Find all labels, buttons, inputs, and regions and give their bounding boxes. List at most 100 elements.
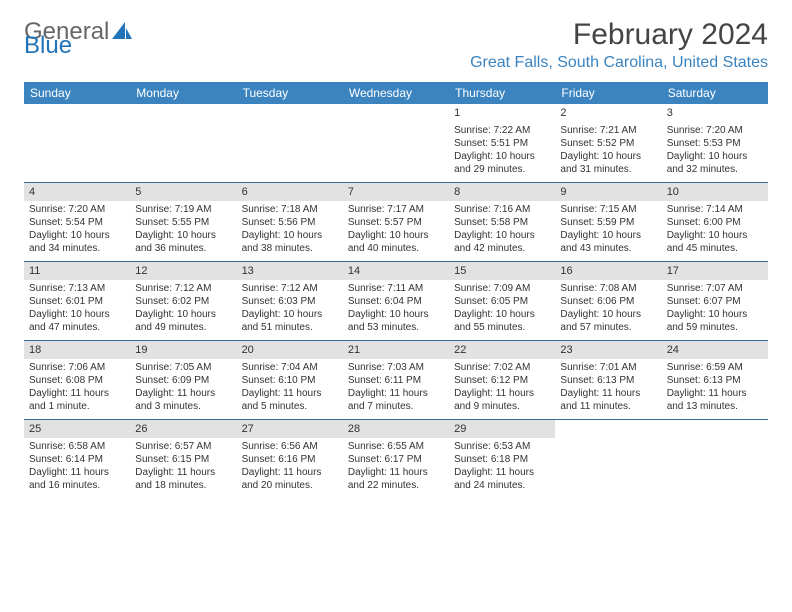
calendar-cell: 1Sunrise: 7:22 AMSunset: 5:51 PMDaylight… xyxy=(449,104,555,182)
day-number: 21 xyxy=(343,341,449,359)
sunrise-text: Sunrise: 7:12 AM xyxy=(135,282,231,295)
daylight-text: Daylight: 11 hours and 13 minutes. xyxy=(667,387,763,413)
day-number: 1 xyxy=(449,104,555,122)
sunset-text: Sunset: 6:13 PM xyxy=(560,374,656,387)
daylight-text: Daylight: 11 hours and 7 minutes. xyxy=(348,387,444,413)
daylight-text: Daylight: 10 hours and 43 minutes. xyxy=(560,229,656,255)
daylight-text: Daylight: 11 hours and 24 minutes. xyxy=(454,466,550,492)
daylight-text: Daylight: 11 hours and 22 minutes. xyxy=(348,466,444,492)
calendar-cell: 20Sunrise: 7:04 AMSunset: 6:10 PMDayligh… xyxy=(237,341,343,419)
calendar-cell-empty xyxy=(662,420,768,498)
day-number: 26 xyxy=(130,420,236,438)
day-number: 9 xyxy=(555,183,661,201)
day-header: Thursday xyxy=(449,82,555,104)
sunrise-text: Sunrise: 7:04 AM xyxy=(242,361,338,374)
sunset-text: Sunset: 6:13 PM xyxy=(667,374,763,387)
calendar-cell: 7Sunrise: 7:17 AMSunset: 5:57 PMDaylight… xyxy=(343,183,449,261)
calendar-cell: 19Sunrise: 7:05 AMSunset: 6:09 PMDayligh… xyxy=(130,341,236,419)
day-number: 8 xyxy=(449,183,555,201)
sunset-text: Sunset: 6:07 PM xyxy=(667,295,763,308)
calendar-cell-empty xyxy=(237,104,343,182)
sunrise-text: Sunrise: 6:56 AM xyxy=(242,440,338,453)
calendar-cell: 3Sunrise: 7:20 AMSunset: 5:53 PMDaylight… xyxy=(662,104,768,182)
sunrise-text: Sunrise: 7:11 AM xyxy=(348,282,444,295)
sunset-text: Sunset: 6:11 PM xyxy=(348,374,444,387)
sunset-text: Sunset: 6:01 PM xyxy=(29,295,125,308)
day-number: 13 xyxy=(237,262,343,280)
daylight-text: Daylight: 10 hours and 34 minutes. xyxy=(29,229,125,255)
calendar-cell: 4Sunrise: 7:20 AMSunset: 5:54 PMDaylight… xyxy=(24,183,130,261)
sunrise-text: Sunrise: 7:12 AM xyxy=(242,282,338,295)
daylight-text: Daylight: 10 hours and 47 minutes. xyxy=(29,308,125,334)
day-header: Monday xyxy=(130,82,236,104)
sunset-text: Sunset: 6:04 PM xyxy=(348,295,444,308)
sunset-text: Sunset: 6:17 PM xyxy=(348,453,444,466)
calendar-cell: 14Sunrise: 7:11 AMSunset: 6:04 PMDayligh… xyxy=(343,262,449,340)
sunset-text: Sunset: 5:52 PM xyxy=(560,137,656,150)
calendar-week-row: 1Sunrise: 7:22 AMSunset: 5:51 PMDaylight… xyxy=(24,104,768,183)
calendar-cell: 13 Sunrise: 7:12 AMSunset: 6:03 PMDayligh… xyxy=(237,262,343,340)
day-header: Wednesday xyxy=(343,82,449,104)
calendar-cell: 9 Sunrise: 7:15 AMSunset: 5:59 PMDaylight… xyxy=(555,183,661,261)
calendar-cell: 21Sunrise: 7:03 AMSunset: 6:11 PMDayligh… xyxy=(343,341,449,419)
daylight-text: Daylight: 11 hours and 18 minutes. xyxy=(135,466,231,492)
calendar-header-row: SundayMondayTuesdayWednesdayThursdayFrid… xyxy=(24,82,768,104)
sunset-text: Sunset: 5:56 PM xyxy=(242,216,338,229)
daylight-text: Daylight: 10 hours and 57 minutes. xyxy=(560,308,656,334)
sunset-text: Sunset: 5:51 PM xyxy=(454,137,550,150)
calendar-cell: 6Sunrise: 7:18 AMSunset: 5:56 PMDaylight… xyxy=(237,183,343,261)
day-number: 25 xyxy=(24,420,130,438)
daylight-text: Daylight: 10 hours and 29 minutes. xyxy=(454,150,550,176)
daylight-text: Daylight: 11 hours and 20 minutes. xyxy=(242,466,338,492)
sunrise-text: Sunrise: 7:01 AM xyxy=(560,361,656,374)
calendar-cell: 29Sunrise: 6:53 AMSunset: 6:18 PMDayligh… xyxy=(449,420,555,498)
calendar-cell-empty xyxy=(24,104,130,182)
daylight-text: Daylight: 10 hours and 51 minutes. xyxy=(242,308,338,334)
sunset-text: Sunset: 6:14 PM xyxy=(29,453,125,466)
daylight-text: Daylight: 10 hours and 31 minutes. xyxy=(560,150,656,176)
day-number: 27 xyxy=(237,420,343,438)
day-header: Sunday xyxy=(24,82,130,104)
sunset-text: Sunset: 5:58 PM xyxy=(454,216,550,229)
sunrise-text: Sunrise: 7:21 AM xyxy=(560,124,656,137)
sunrise-text: Sunrise: 7:16 AM xyxy=(454,203,550,216)
sunset-text: Sunset: 6:18 PM xyxy=(454,453,550,466)
calendar-cell: 24 Sunrise: 6:59 AMSunset: 6:13 PMDayligh… xyxy=(662,341,768,419)
calendar-week-row: 18Sunrise: 7:06 AMSunset: 6:08 PMDayligh… xyxy=(24,341,768,420)
sunset-text: Sunset: 6:09 PM xyxy=(135,374,231,387)
sunrise-text: Sunrise: 7:19 AM xyxy=(135,203,231,216)
calendar-cell: 18Sunrise: 7:06 AMSunset: 6:08 PMDayligh… xyxy=(24,341,130,419)
daylight-text: Daylight: 10 hours and 32 minutes. xyxy=(667,150,763,176)
calendar-cell: 17Sunrise: 7:07 AMSunset: 6:07 PMDayligh… xyxy=(662,262,768,340)
sunrise-text: Sunrise: 6:57 AM xyxy=(135,440,231,453)
day-number: 28 xyxy=(343,420,449,438)
sunrise-text: Sunrise: 7:09 AM xyxy=(454,282,550,295)
sunrise-text: Sunrise: 6:59 AM xyxy=(667,361,763,374)
daylight-text: Daylight: 11 hours and 11 minutes. xyxy=(560,387,656,413)
calendar-cell-empty xyxy=(555,420,661,498)
sunrise-text: Sunrise: 7:07 AM xyxy=(667,282,763,295)
sunrise-text: Sunrise: 7:20 AM xyxy=(29,203,125,216)
sunset-text: Sunset: 5:53 PM xyxy=(667,137,763,150)
sunset-text: Sunset: 5:59 PM xyxy=(560,216,656,229)
location-subtitle: Great Falls, South Carolina, United Stat… xyxy=(470,54,768,72)
day-number: 12 xyxy=(130,262,236,280)
month-title: February 2024 xyxy=(573,18,768,52)
sunrise-text: Sunrise: 7:15 AM xyxy=(560,203,656,216)
day-number: 10 xyxy=(662,183,768,201)
sunrise-text: Sunrise: 7:05 AM xyxy=(135,361,231,374)
day-number: 24 xyxy=(662,341,768,359)
calendar-cell: 12Sunrise: 7:12 AMSunset: 6:02 PMDayligh… xyxy=(130,262,236,340)
sunset-text: Sunset: 6:03 PM xyxy=(242,295,338,308)
daylight-text: Daylight: 11 hours and 9 minutes. xyxy=(454,387,550,413)
calendar-week-row: 11Sunrise: 7:13 AMSunset: 6:01 PMDayligh… xyxy=(24,262,768,341)
sunrise-text: Sunrise: 7:13 AM xyxy=(29,282,125,295)
daylight-text: Daylight: 10 hours and 53 minutes. xyxy=(348,308,444,334)
day-number: 17 xyxy=(662,262,768,280)
sunrise-text: Sunrise: 7:20 AM xyxy=(667,124,763,137)
calendar-body: 1Sunrise: 7:22 AMSunset: 5:51 PMDaylight… xyxy=(24,104,768,498)
sunrise-text: Sunrise: 6:58 AM xyxy=(29,440,125,453)
day-header: Saturday xyxy=(662,82,768,104)
calendar-cell: 27Sunrise: 6:56 AMSunset: 6:16 PMDayligh… xyxy=(237,420,343,498)
day-number: 6 xyxy=(237,183,343,201)
